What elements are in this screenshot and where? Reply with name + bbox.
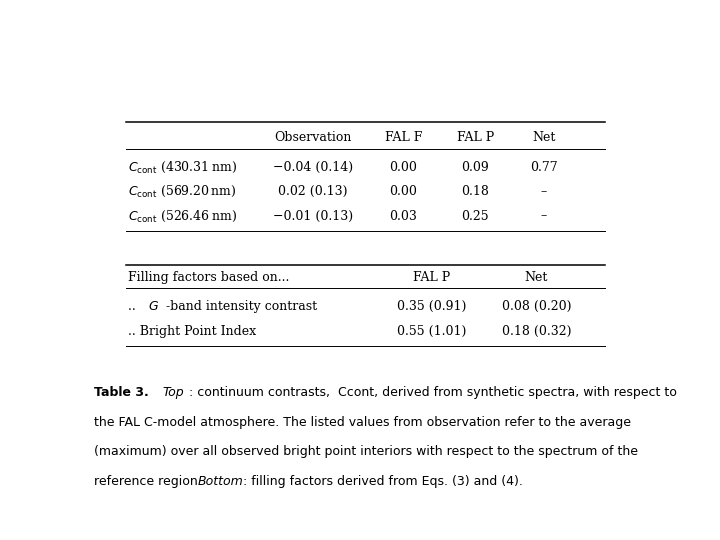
Text: Table 3.: Table 3. — [94, 386, 148, 399]
Text: : filling factors derived from Eqs. (3) and (4).: : filling factors derived from Eqs. (3) … — [243, 475, 523, 488]
Text: 0.03: 0.03 — [390, 210, 417, 222]
Text: $C_{\rm cont}$ (430.31 nm): $C_{\rm cont}$ (430.31 nm) — [128, 160, 238, 175]
Text: 0.18: 0.18 — [462, 185, 489, 198]
Text: 0.77: 0.77 — [530, 161, 557, 174]
Text: FAL F: FAL F — [384, 131, 422, 144]
Text: −0.01 (0.13): −0.01 (0.13) — [273, 210, 354, 222]
Text: 0.25: 0.25 — [462, 210, 489, 222]
Text: Observation: Observation — [274, 131, 352, 144]
Text: Bottom: Bottom — [198, 475, 244, 488]
Text: $C_{\rm cont}$ (569.20 nm): $C_{\rm cont}$ (569.20 nm) — [128, 184, 237, 199]
Text: -band intensity contrast: -band intensity contrast — [166, 300, 317, 313]
Text: –: – — [541, 185, 546, 198]
Text: 0.09: 0.09 — [462, 161, 489, 174]
Text: FAL P: FAL P — [413, 271, 451, 284]
Text: Net: Net — [525, 271, 548, 284]
Text: the FAL C-model atmosphere. The listed values from observation refer to the aver: the FAL C-model atmosphere. The listed v… — [94, 416, 631, 429]
Text: –: – — [541, 210, 546, 222]
Text: 0.00: 0.00 — [390, 161, 417, 174]
Text: Net: Net — [532, 131, 555, 144]
Text: $G$: $G$ — [148, 300, 159, 313]
Text: 0.35 (0.91): 0.35 (0.91) — [397, 300, 467, 313]
Text: .. Bright Point Index: .. Bright Point Index — [128, 325, 256, 338]
Text: FAL P: FAL P — [456, 131, 494, 144]
Text: −0.04 (0.14): −0.04 (0.14) — [273, 161, 354, 174]
Text: $C_{\rm cont}$ (526.46 nm): $C_{\rm cont}$ (526.46 nm) — [128, 208, 238, 224]
Text: (maximum) over all observed bright point interiors with respect to the spectrum : (maximum) over all observed bright point… — [94, 446, 638, 458]
Text: 0.00: 0.00 — [390, 185, 417, 198]
Text: 0.55 (1.01): 0.55 (1.01) — [397, 325, 467, 338]
Text: Top: Top — [162, 386, 184, 399]
Text: 0.18 (0.32): 0.18 (0.32) — [502, 325, 571, 338]
Text: Filling factors based on...: Filling factors based on... — [128, 271, 289, 284]
Text: reference region.: reference region. — [94, 475, 214, 488]
Text: 0.02 (0.13): 0.02 (0.13) — [279, 185, 348, 198]
Text: ..: .. — [128, 300, 140, 313]
Text: : continuum contrasts,  Ccont, derived from synthetic spectra, with respect to: : continuum contrasts, Ccont, derived fr… — [189, 386, 678, 399]
Text: 0.08 (0.20): 0.08 (0.20) — [502, 300, 571, 313]
